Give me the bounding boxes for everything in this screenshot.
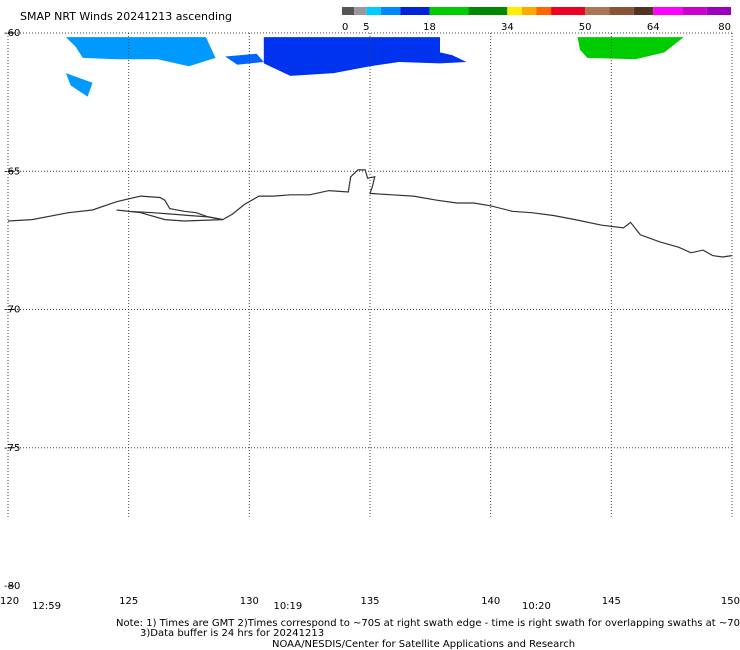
axis-tick-labels: -60 -65 -70 -75 -80 120 125 130 135 140 145 150 (0, 28, 740, 607)
swath-time: 10:19 (273, 601, 302, 612)
note-line-1: Note: 1) Times are GMT 2)Times correspon… (116, 618, 740, 629)
legend-swatch (342, 7, 355, 15)
ice-shelf-outline (116, 209, 223, 222)
wind-speed-legend (342, 7, 731, 15)
wind-swath-patches (65, 37, 684, 97)
note-line-2: 3)Data buffer is 24 hrs for 20241213 (140, 628, 324, 639)
latitude-label: -75 (4, 443, 20, 454)
legend-swatch (653, 7, 683, 15)
legend-swatch (429, 7, 469, 15)
legend-swatch (380, 7, 401, 15)
longitude-label: 145 (602, 596, 621, 607)
longitude-label: 130 (240, 596, 259, 607)
graticule (7, 32, 733, 587)
legend-label: 0 (342, 22, 348, 33)
swath-time-labels: 12:59 10:19 10:20 (32, 601, 551, 612)
map-area: -60 -65 -70 -75 -80 120 125 130 135 140 145 150 12:… (0, 28, 740, 612)
legend-swatch (354, 7, 367, 15)
swath-time: 12:59 (32, 601, 61, 612)
legend-swatch (633, 7, 654, 15)
legend-swatch (551, 7, 586, 15)
legend-swatch (507, 7, 522, 15)
legend-swatch (536, 7, 552, 15)
wind-patch (65, 37, 216, 67)
swath-time: 10:20 (522, 601, 551, 612)
legend-swatch (682, 7, 707, 15)
wind-patch (225, 53, 264, 65)
legend-label: 18 (423, 22, 436, 33)
legend-swatch (706, 7, 731, 15)
latitude-label: -60 (4, 28, 20, 39)
longitude-label: 135 (360, 596, 379, 607)
legend-swatch (521, 7, 537, 15)
longitude-label: 140 (481, 596, 500, 607)
legend-labels: 0 5 18 34 50 64 80 (342, 22, 731, 33)
credit-line: NOAA/NESDIS/Center for Satellite Applica… (272, 639, 575, 650)
legend-label: 64 (647, 22, 660, 33)
legend-swatch (400, 7, 430, 15)
latitude-label: -65 (4, 166, 20, 177)
legend-label: 5 (363, 22, 369, 33)
wind-patch (263, 37, 467, 76)
wind-patch (577, 37, 684, 60)
legend-label: 80 (718, 22, 731, 33)
longitude-label: 150 (721, 596, 740, 607)
legend-label: 34 (501, 22, 514, 33)
wind-patch (65, 73, 93, 97)
legend-swatch (609, 7, 634, 15)
legend-label: 50 (579, 22, 592, 33)
longitude-label: 120 (0, 596, 19, 607)
coastline (7, 169, 733, 258)
legend-swatch (468, 7, 508, 15)
legend-swatch (366, 7, 381, 15)
legend-swatch (585, 7, 610, 15)
longitude-label: 125 (119, 596, 138, 607)
latitude-label: -70 (4, 305, 20, 316)
latitude-label: -80 (4, 581, 20, 592)
chart-title: SMAP NRT Winds 20241213 ascending (20, 10, 232, 23)
antarctic-coastline (7, 169, 733, 258)
